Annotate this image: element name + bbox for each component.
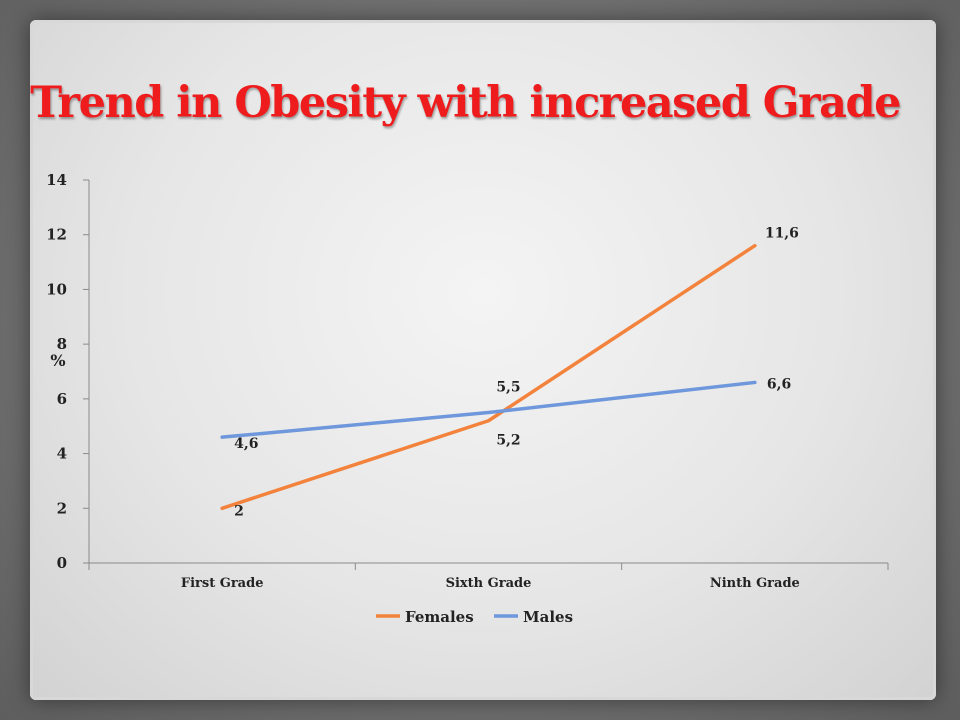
y-tick-label: 2 [57,499,67,517]
series-line-males [220,380,757,439]
data-label-females: 11,6 [765,226,799,242]
slide-title: Trend in Obesity with increased Grade [30,78,901,128]
data-point-males [753,380,757,384]
x-axis: First Grade Sixth Grade Ninth Grade [88,562,889,591]
data-label-males: 4,6 [234,436,258,452]
data-label-females: 2 [234,503,244,519]
legend-label-females: Females [405,608,474,626]
data-point-females [753,244,757,248]
y-tick-label: 0 [57,554,67,572]
x-tick-label: First Grade [181,576,264,591]
data-point-males [220,435,224,439]
y-tick-label: 4 [57,445,67,463]
paper-panel [30,20,936,700]
data-point-females [220,506,224,510]
data-label-males: 5,5 [496,380,520,396]
data-point-females [487,419,490,423]
x-tick-label: Ninth Grade [710,576,800,591]
y-axis: 0 2 4 6 8 10 12 14 [46,171,90,572]
y-tick-label: 10 [46,280,67,298]
legend: Females Males [376,608,573,626]
data-label-males: 6,6 [767,376,791,392]
data-label-females: 5,2 [496,433,520,449]
x-tick-label: Sixth Grade [446,576,532,591]
y-tick-label: 6 [57,390,67,408]
series-layer [220,243,757,511]
y-axis-label: % [50,351,65,370]
data-labels: 2 5,2 11,6 4,6 5,5 6,6 [234,226,799,520]
data-point-males [487,411,490,415]
y-tick-label: 12 [46,226,67,244]
series-line-females [220,243,757,511]
y-tick-label: 14 [46,171,67,189]
legend-label-males: Males [523,608,573,626]
y-tick-label: 8 [57,335,67,353]
